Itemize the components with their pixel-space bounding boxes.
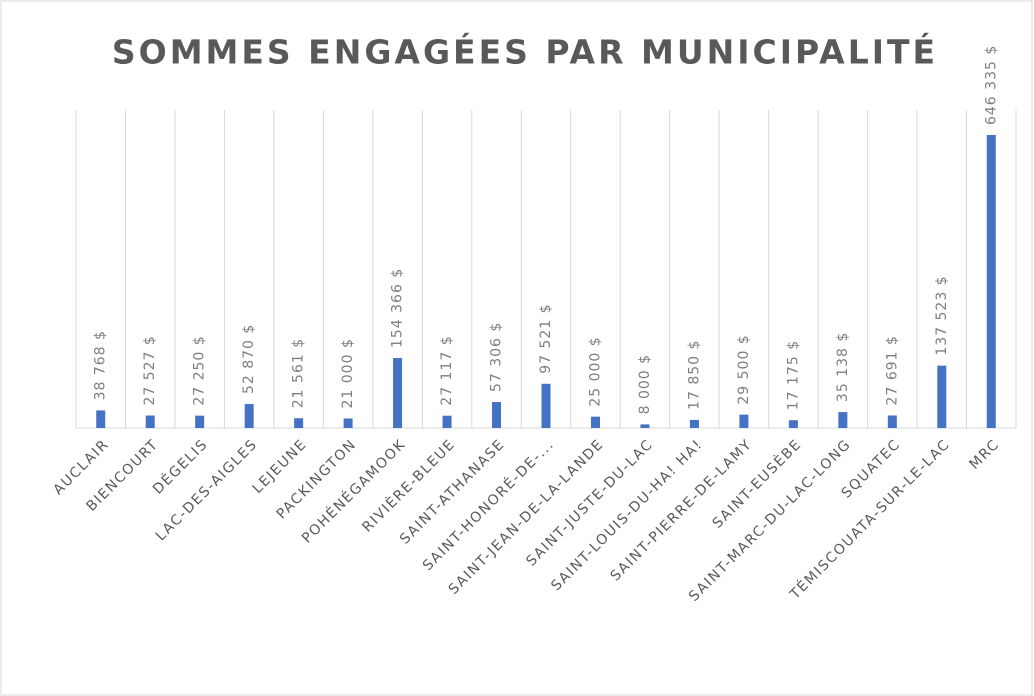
bar: [442, 415, 452, 428]
data-label: 646 335 $: [983, 45, 999, 125]
data-label: 27 250 $: [192, 335, 208, 405]
data-label: 52 870 $: [241, 324, 257, 394]
data-label: 35 138 $: [835, 332, 851, 402]
bar: [195, 415, 205, 428]
data-label: 21 000 $: [340, 338, 356, 408]
bar: [294, 418, 304, 428]
data-label: 57 306 $: [489, 322, 505, 392]
data-label: 17 850 $: [686, 340, 702, 410]
data-label: 17 175 $: [785, 340, 801, 410]
bar: [244, 404, 254, 428]
data-label: 21 561 $: [291, 338, 307, 408]
bar: [590, 416, 600, 428]
data-label: 97 521 $: [538, 303, 554, 373]
data-label: 29 500 $: [736, 334, 752, 404]
chart-title: SOMMES ENGAGÉES PAR MUNICIPALITÉ: [112, 32, 938, 72]
data-label: 27 691 $: [884, 335, 900, 405]
data-label: 154 366 $: [390, 268, 406, 348]
data-label: 137 523 $: [934, 275, 950, 355]
bar: [145, 415, 155, 428]
bar: [96, 410, 106, 428]
data-label: 25 000 $: [587, 336, 603, 406]
bar: [788, 420, 798, 428]
data-label: 38 768 $: [93, 330, 109, 400]
bar: [393, 358, 403, 428]
bar: [739, 414, 749, 428]
bar: [492, 402, 502, 428]
bar: [689, 419, 699, 428]
bar: [343, 418, 353, 428]
data-label: 8 000 $: [637, 354, 653, 414]
bar: [640, 424, 650, 428]
data-label: 27 117 $: [439, 335, 455, 405]
bar: [937, 365, 947, 428]
bar: [986, 135, 996, 428]
data-label: 27 527 $: [142, 335, 158, 405]
bar: [887, 415, 897, 428]
bar: [541, 383, 551, 428]
bar: [838, 412, 848, 428]
